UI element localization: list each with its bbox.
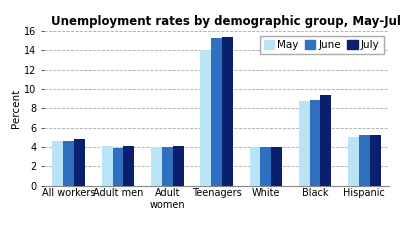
Bar xyxy=(211,38,222,186)
Bar xyxy=(222,37,233,186)
Bar xyxy=(271,147,282,186)
Bar xyxy=(162,147,173,186)
Bar xyxy=(320,95,331,186)
Bar xyxy=(200,50,211,186)
Bar xyxy=(370,135,381,186)
Bar xyxy=(74,139,85,186)
Bar xyxy=(53,141,63,186)
Bar xyxy=(173,146,184,186)
Bar xyxy=(359,135,370,186)
Bar xyxy=(299,100,310,186)
Bar xyxy=(260,147,271,186)
Bar xyxy=(124,146,134,186)
Bar xyxy=(249,147,260,186)
Text: Unemployment rates by demographic group, May-July 2006: Unemployment rates by demographic group,… xyxy=(51,15,401,28)
Bar xyxy=(348,137,359,186)
Legend: May, June, July: May, June, July xyxy=(259,36,384,55)
Bar xyxy=(63,141,74,186)
Bar xyxy=(151,147,162,186)
Bar xyxy=(310,99,320,186)
Bar xyxy=(113,148,124,186)
Y-axis label: Percent: Percent xyxy=(11,89,21,128)
Bar xyxy=(102,146,113,186)
